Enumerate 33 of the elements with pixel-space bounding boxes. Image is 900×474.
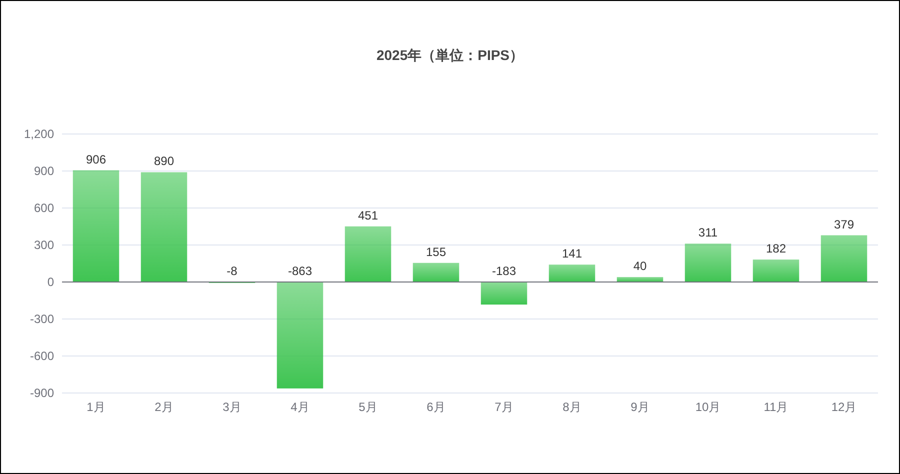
data-label: 141 — [562, 246, 582, 261]
x-tick-label: 7月 — [494, 400, 514, 414]
x-tick-label: 5月 — [358, 400, 378, 414]
data-label: 40 — [633, 259, 647, 274]
x-tick-label: 8月 — [562, 400, 582, 414]
data-label: 311 — [698, 226, 718, 240]
x-tick-label: 6月 — [426, 400, 446, 414]
y-tick-label: -300 — [30, 312, 54, 326]
y-tick-label: -600 — [30, 349, 54, 363]
data-label: -8 — [226, 264, 238, 278]
y-tick-label: 0 — [47, 275, 54, 289]
y-tick-label: -900 — [30, 386, 54, 400]
y-tick-label: 300 — [34, 238, 54, 252]
data-label: -863 — [288, 264, 312, 278]
x-tick-label: 11月 — [764, 400, 788, 414]
x-tick-label: 9月 — [630, 400, 650, 414]
x-tick-label: 12月 — [831, 400, 857, 414]
y-tick-label: 900 — [34, 164, 54, 178]
x-tick-label: 2月 — [154, 400, 174, 414]
data-label: 182 — [766, 242, 786, 256]
data-label: 906 — [86, 152, 106, 166]
x-tick-label: 1月 — [86, 400, 106, 414]
data-label: -183 — [492, 264, 516, 278]
data-label: 379 — [834, 217, 854, 232]
data-label: 155 — [426, 244, 446, 259]
y-tick-label: 1,200 — [24, 127, 54, 141]
x-tick-label: 3月 — [222, 400, 242, 414]
y-tick-label: 600 — [34, 201, 54, 215]
x-tick-label: 10月 — [695, 400, 721, 414]
data-label: 451 — [358, 208, 378, 222]
x-tick-label: 4月 — [290, 400, 310, 414]
data-label: 890 — [154, 154, 174, 168]
chart-title: 2025年（単位：PIPS） — [376, 47, 524, 63]
